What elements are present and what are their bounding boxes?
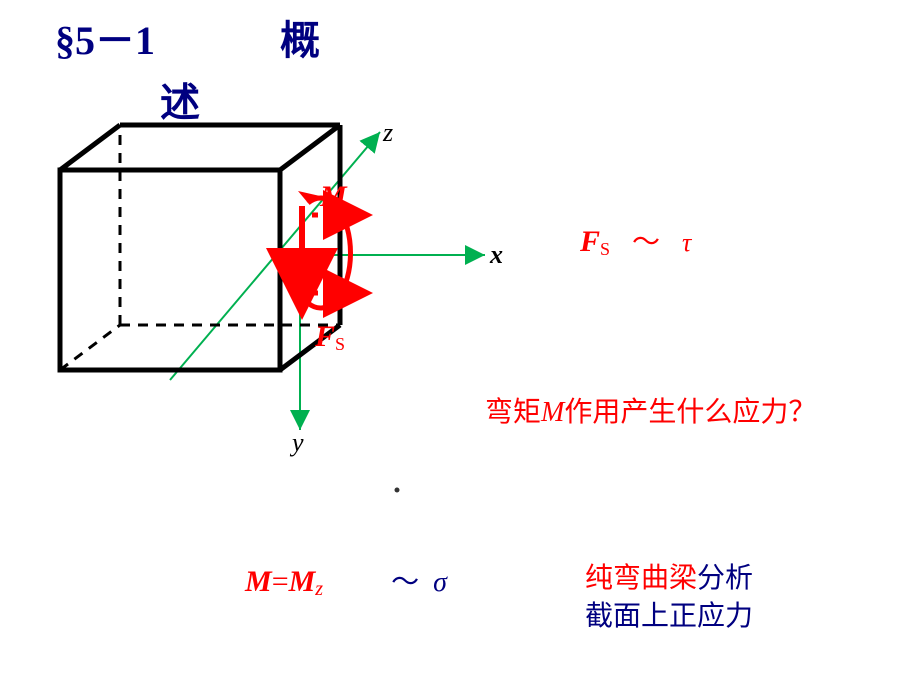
moment-arc-arrowhead xyxy=(298,191,320,203)
moment-label: M xyxy=(320,180,347,214)
rel-F: F xyxy=(580,225,600,258)
eq-M-right: M xyxy=(289,565,316,598)
question-M: M xyxy=(541,397,564,428)
rel-F-sub: S xyxy=(600,239,610,259)
diagram-svg xyxy=(0,0,920,690)
shear-sub: S xyxy=(335,334,345,354)
rel-tilde-1: ～ xyxy=(632,227,660,258)
bottom-text: 纯弯曲梁分析 截面上正应力 xyxy=(585,560,753,636)
question-rest: 作用产生什么应力？ xyxy=(564,397,816,428)
eq-z-sub: z xyxy=(315,578,323,600)
eq-M-left: M xyxy=(245,565,272,598)
eq-equals: = xyxy=(272,565,289,598)
z-axis-label: z xyxy=(383,118,393,148)
question-text: 弯矩M作用产生什么应力？ xyxy=(485,390,816,430)
shear-F: F xyxy=(315,320,335,353)
bottom-navy-1: 分析 xyxy=(697,563,753,594)
bottom-navy-2: 截面上正应力 xyxy=(585,601,753,632)
equation: M=Mz ～ σ xyxy=(245,560,447,601)
eq-sigma: σ xyxy=(433,567,447,598)
y-axis-label: y xyxy=(292,428,304,458)
bottom-red: 纯弯曲梁 xyxy=(585,563,697,594)
question-prefix: 弯矩 xyxy=(485,397,541,428)
cube-hidden-edges xyxy=(60,127,340,370)
x-axis-label: x xyxy=(490,240,503,270)
center-dot xyxy=(395,488,400,493)
shear-label: FS xyxy=(315,320,345,355)
rel-tau: τ xyxy=(682,228,691,257)
cube-visible-edges xyxy=(60,125,340,370)
eq-tilde: ～ xyxy=(391,567,419,598)
fs-tau-relation: FS ～ τ xyxy=(580,220,691,260)
